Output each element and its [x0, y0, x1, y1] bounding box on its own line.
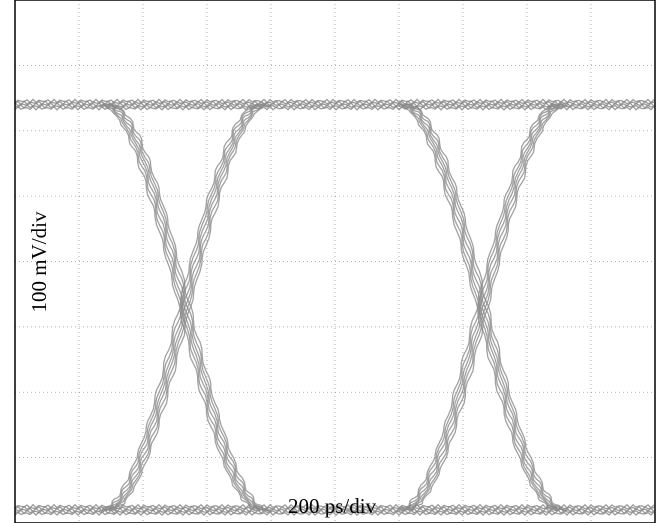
grid	[15, 0, 655, 523]
x-axis-label: 200 ps/div	[288, 494, 377, 518]
traces	[14, 98, 655, 517]
trace-rising-edge-2	[396, 103, 569, 512]
y-axis-label: 100 mV/div	[27, 211, 51, 312]
trace-rising-edge-1	[98, 103, 272, 512]
plot-frame	[14, 0, 656, 523]
